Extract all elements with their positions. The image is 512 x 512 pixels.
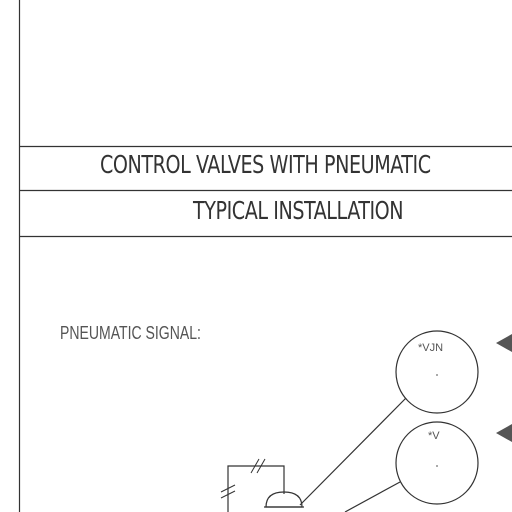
pointer-arrow-1: [496, 334, 512, 352]
instrument-tag-2: *V: [428, 430, 440, 442]
instrument-bubble-2: [395, 421, 479, 505]
pneumatic-tubing: [227, 465, 285, 512]
signal-line-2: [344, 481, 401, 512]
title-line-1: CONTROL VALVES WITH PNEUMATIC: [100, 150, 431, 179]
pneumatic-signal-label: PNEUMATIC SIGNAL:: [60, 323, 201, 343]
tubing-hatch-1: [250, 458, 260, 474]
signal-line-1: [299, 397, 407, 506]
instrument-tag-1: *VJN: [418, 342, 444, 354]
title-line-2: TYPICAL INSTALLATION: [193, 196, 404, 225]
actuator-dome: [265, 491, 303, 508]
tubing-hatch-2: [256, 458, 266, 474]
tubing-hatch-4: [220, 490, 236, 499]
tubing-hatch-3: [220, 484, 236, 493]
pointer-arrow-2: [496, 424, 512, 442]
instrument-bubble-1: [395, 330, 479, 414]
